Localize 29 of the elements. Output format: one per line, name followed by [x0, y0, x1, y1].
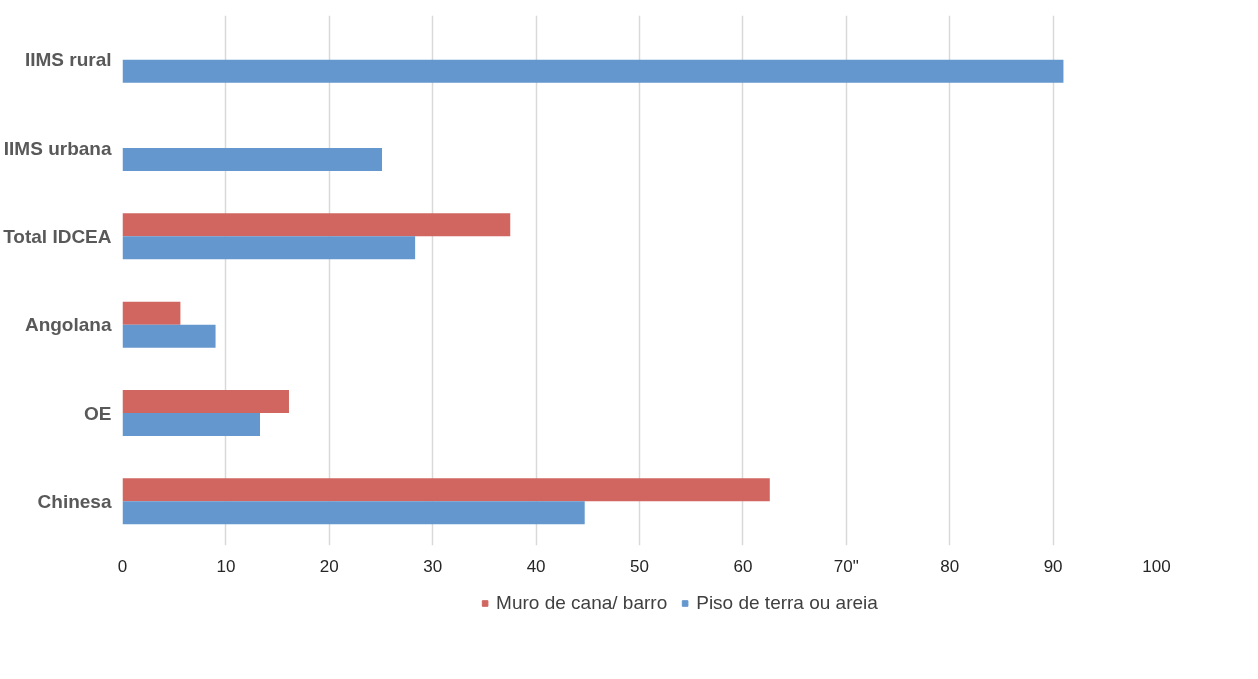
y-tick-label: IIMS rural	[24, 49, 112, 71]
x-tick-label: 30	[423, 556, 443, 576]
x-tick-label: 70"	[833, 556, 859, 576]
x-tick-label: 0	[117, 556, 128, 576]
bar	[122, 324, 216, 348]
y-tick-label: OE	[84, 402, 112, 424]
bar	[122, 413, 261, 436]
x-tick-label: 50	[630, 556, 649, 576]
bar	[122, 236, 416, 260]
x-tick-label: 20	[319, 556, 339, 576]
bar	[122, 59, 1064, 83]
y-tick-label: IIMS urbana	[3, 137, 112, 159]
bar	[122, 478, 770, 502]
x-tick-label: 90	[1043, 556, 1063, 576]
bar	[122, 301, 181, 325]
x-tick-label: 100	[1142, 556, 1171, 576]
bar	[122, 501, 585, 525]
x-tick-label: 40	[526, 556, 546, 576]
bar	[122, 390, 289, 413]
legend-label: Piso de terra ou areia	[696, 592, 878, 614]
x-tick-label: 60	[733, 556, 753, 576]
bar	[122, 148, 383, 171]
y-tick-label: Total IDCEA	[3, 225, 112, 247]
y-tick-label: Chinesa	[37, 490, 112, 512]
bar	[122, 213, 511, 237]
y-tick-label: Angolana	[24, 314, 112, 336]
x-tick-label: 80	[940, 556, 960, 576]
legend-label: Muro de cana/ barro	[496, 592, 668, 614]
x-tick-label: 10	[216, 556, 236, 576]
